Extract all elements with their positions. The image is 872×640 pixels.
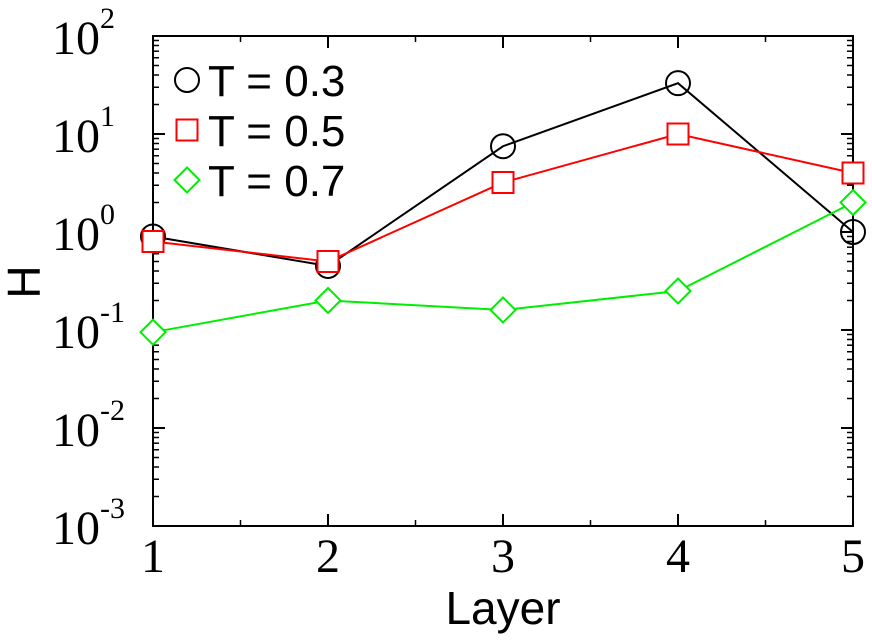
y-tick-exponent: 1 [100,100,115,133]
legend-label: T = 0.7 [208,157,345,206]
y-tick-label: 10 [52,110,100,163]
x-tick-label: 2 [316,530,340,583]
data-series [139,70,867,347]
legend-label: T = 0.5 [208,107,345,156]
y-tick-label: 10 [52,208,100,261]
x-tick-label: 4 [666,530,690,583]
data-point [665,70,691,97]
data-point [839,188,867,217]
data-point [491,170,515,194]
y-tick-exponent: 2 [100,2,115,35]
legend: T = 0.3T = 0.5T = 0.7 [173,57,345,206]
y-tick-label: 10 [52,306,100,359]
data-point [489,296,517,324]
data-point [840,219,866,245]
data-point [490,133,516,160]
series-line [152,82,854,268]
data-point [316,250,340,274]
x-axis-label: Layer [445,582,560,634]
data-point [139,318,167,347]
legend-marker [173,166,201,194]
y-tick-label: 10 [52,502,100,555]
data-point [841,161,865,185]
data-point [314,286,342,315]
x-tick-label: 3 [491,530,515,583]
data-point [666,122,690,146]
data-point [141,229,165,253]
y-tick-exponent: -3 [100,492,125,525]
legend-marker [174,67,200,93]
y-tick-label: 10 [52,12,100,65]
x-tick-label: 5 [841,530,865,583]
x-tick-label: 1 [141,530,165,583]
y-tick-label: 10 [52,404,100,457]
y-tick-exponent: 0 [100,198,115,231]
y-tick-exponent: -2 [100,394,125,427]
legend-label: T = 0.3 [208,57,345,106]
series-square [141,122,865,274]
data-point [664,277,692,305]
series-diamond [139,188,867,347]
y-axis-label: H [0,265,50,298]
y-tick-exponent: -1 [100,296,125,329]
legend-marker [175,118,199,142]
